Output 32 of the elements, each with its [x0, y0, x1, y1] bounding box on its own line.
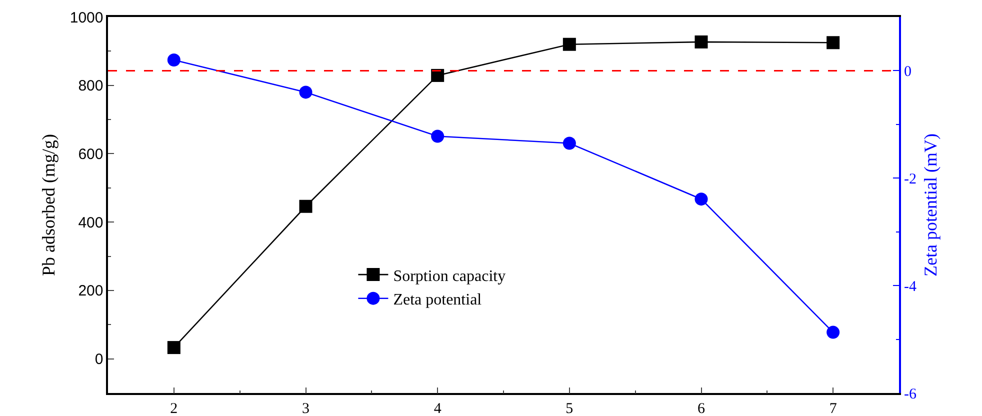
x-tick-label: 3 [302, 400, 310, 416]
point [826, 36, 840, 50]
x-tick-label: 5 [566, 400, 574, 416]
point [167, 341, 180, 354]
y2-tick-label: -4 [904, 278, 917, 295]
point [167, 53, 180, 66]
x-tick-label: 4 [434, 400, 442, 416]
y-tick-label: 200 [78, 282, 104, 300]
point [694, 35, 708, 48]
point [299, 86, 312, 99]
y-tick-label: 1000 [70, 9, 104, 26]
y2-tick-label: 0 [904, 64, 912, 80]
y2-tick-label: -6 [904, 386, 917, 402]
point [562, 136, 576, 150]
x-tick-label: 6 [698, 400, 706, 416]
y-axis-title: Pb adsorbed (mg/g) [38, 134, 59, 276]
y-tick-label: 0 [94, 351, 104, 368]
point [299, 200, 312, 213]
point [431, 130, 444, 143]
x-tick-label: 7 [829, 400, 838, 416]
y2-axis-title: Zeta potential (mV) [920, 134, 941, 276]
point [562, 38, 576, 51]
point [431, 68, 444, 82]
legend-label: Zeta potential [393, 292, 482, 309]
y2-tick-label: -2 [904, 171, 916, 188]
y-tick-label: 800 [78, 78, 104, 95]
point [694, 192, 708, 206]
y-tick-label: 600 [78, 146, 104, 163]
x-tick-label: 2 [170, 400, 178, 416]
point [826, 326, 840, 339]
legend-label: Sorption capacity [393, 268, 506, 285]
y-tick-label: 400 [78, 214, 104, 232]
